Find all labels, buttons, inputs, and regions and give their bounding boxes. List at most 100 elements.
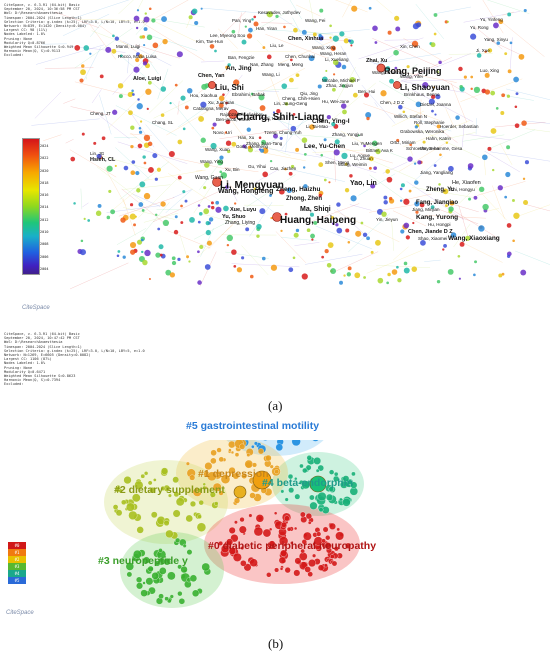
author-node xyxy=(97,203,102,208)
author-node xyxy=(442,248,445,251)
keyword-node xyxy=(328,486,334,492)
network-link xyxy=(462,123,465,148)
network-link xyxy=(445,108,455,128)
author-node xyxy=(377,277,384,284)
cluster-legend-item: #4 xyxy=(8,570,26,577)
author-node xyxy=(219,155,224,160)
keyword-node xyxy=(218,490,224,496)
author-node xyxy=(301,137,308,143)
author-node xyxy=(393,49,399,56)
network-link xyxy=(365,157,417,180)
author-node xyxy=(497,185,503,191)
author-node xyxy=(142,61,148,66)
author-label: Chen, J D Z xyxy=(380,100,405,105)
author-node xyxy=(270,264,278,271)
author-node xyxy=(433,32,437,36)
author-node xyxy=(197,220,201,224)
network-link xyxy=(97,113,130,140)
author-node xyxy=(478,225,485,232)
keyword-node xyxy=(305,464,312,471)
header-line: Weighted Mean Silhouette S=0.949 xyxy=(4,45,74,50)
author-node xyxy=(326,114,331,120)
author-node xyxy=(156,167,161,172)
author-node xyxy=(259,105,266,111)
network-link xyxy=(315,225,373,250)
author-node xyxy=(311,238,314,241)
author-node xyxy=(139,35,143,39)
author-node xyxy=(79,249,87,256)
network-link xyxy=(253,87,299,92)
year-label: 2010 xyxy=(40,230,49,235)
year-color-legend xyxy=(22,138,40,275)
author-node xyxy=(295,73,300,78)
network-link xyxy=(106,204,167,213)
author-node xyxy=(169,272,176,278)
author-node xyxy=(177,257,181,261)
author-node xyxy=(318,33,322,38)
network-link xyxy=(146,57,159,75)
network-link xyxy=(289,0,302,20)
network-link xyxy=(123,207,175,220)
network-link xyxy=(361,84,396,124)
author-node xyxy=(318,162,324,168)
keyword-node xyxy=(278,556,286,564)
network-link xyxy=(231,263,300,267)
keyword-node xyxy=(317,564,325,571)
author-node xyxy=(95,210,102,217)
keyword-node xyxy=(228,526,236,534)
author-node xyxy=(143,27,148,31)
author-node xyxy=(210,201,214,205)
author-node xyxy=(241,256,245,260)
author-node xyxy=(136,188,141,193)
author-node xyxy=(431,109,434,113)
keyword-node xyxy=(280,521,287,528)
author-node xyxy=(293,27,298,33)
author-node xyxy=(400,183,405,188)
network-link xyxy=(524,203,550,212)
network-link xyxy=(482,0,504,34)
author-node xyxy=(399,187,403,191)
author-node xyxy=(168,150,175,158)
author-node xyxy=(184,199,188,203)
keyword-node xyxy=(228,467,236,475)
network-link xyxy=(287,133,342,139)
keyword-node xyxy=(291,440,301,447)
author-node xyxy=(383,195,388,200)
network-link xyxy=(515,250,550,265)
network-link xyxy=(403,120,471,148)
author-node xyxy=(372,140,378,147)
network-link xyxy=(196,169,203,172)
keyword-node xyxy=(164,596,169,601)
author-node xyxy=(309,212,315,217)
network-link xyxy=(269,74,282,106)
author-node xyxy=(403,222,410,229)
keyword-node xyxy=(150,511,158,519)
author-node xyxy=(417,160,422,165)
keyword-node xyxy=(262,440,268,441)
author-node xyxy=(332,59,339,66)
keyword-node xyxy=(302,467,308,474)
author-node xyxy=(138,202,144,207)
keyword-node xyxy=(185,514,193,523)
network-link xyxy=(266,29,334,35)
network-link xyxy=(90,22,103,37)
network-link xyxy=(275,231,306,263)
keyword-node xyxy=(142,581,146,585)
network-link xyxy=(438,132,476,141)
author-node xyxy=(233,264,237,268)
header-line: Modularity Q=0.6471 xyxy=(4,369,46,374)
author-node xyxy=(112,34,115,38)
author-label: Hu, Wei-Jane xyxy=(322,99,350,104)
author-node xyxy=(444,20,448,24)
author-label: Shao, Xiaomei xyxy=(418,236,448,241)
author-node xyxy=(142,155,146,159)
keyword-node xyxy=(239,517,245,523)
author-node xyxy=(117,83,124,89)
network-link xyxy=(221,98,232,113)
author-node xyxy=(200,137,206,143)
network-link xyxy=(166,100,226,136)
keyword-node xyxy=(160,467,169,475)
network-link xyxy=(261,22,293,24)
header-line: Nodes Labeled: 1.0% xyxy=(4,361,46,366)
author-label: Kesavadev, Jothydev xyxy=(258,10,301,15)
